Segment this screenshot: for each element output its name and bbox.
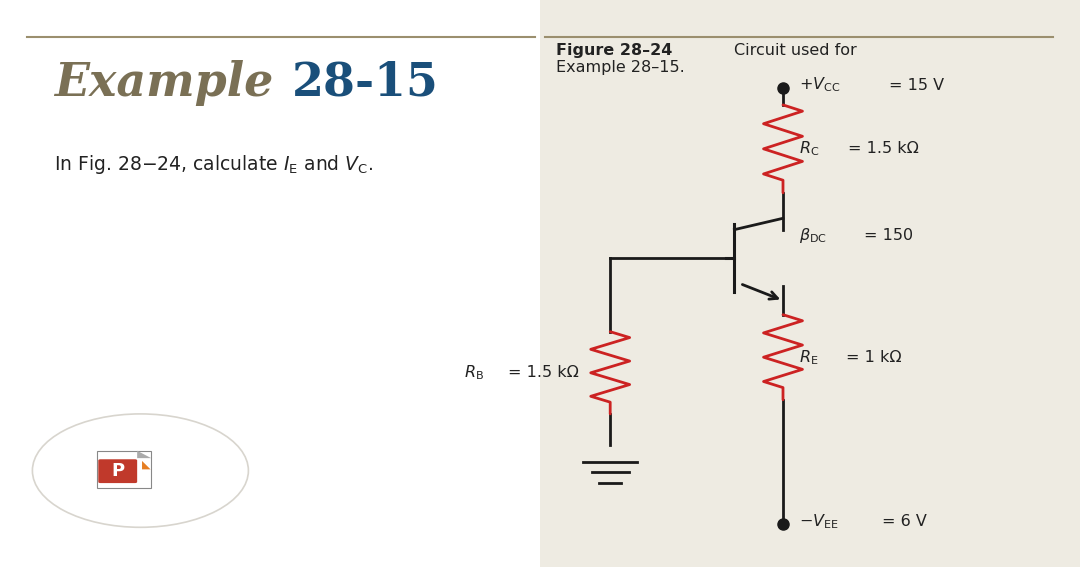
Text: $\beta_{\rm DC}$: $\beta_{\rm DC}$: [799, 226, 827, 245]
Text: $R_{\rm C}$: $R_{\rm C}$: [799, 139, 820, 158]
Text: = 1.5 kΩ: = 1.5 kΩ: [508, 365, 579, 380]
Text: P: P: [111, 462, 124, 480]
Text: = 6 V: = 6 V: [882, 514, 928, 529]
Text: $-V_{\rm EE}$: $-V_{\rm EE}$: [799, 513, 839, 531]
Polygon shape: [137, 451, 151, 458]
Text: Figure 28–24: Figure 28–24: [556, 43, 673, 57]
Circle shape: [32, 414, 248, 527]
Text: $R_{\rm B}$: $R_{\rm B}$: [464, 363, 485, 382]
FancyBboxPatch shape: [98, 459, 137, 483]
Text: = 15 V: = 15 V: [889, 78, 944, 92]
Text: $+V_{\rm CC}$: $+V_{\rm CC}$: [799, 76, 840, 94]
Text: $R_{\rm E}$: $R_{\rm E}$: [799, 348, 819, 366]
Text: = 1.5 kΩ: = 1.5 kΩ: [848, 141, 919, 156]
Text: Example 28–15.: Example 28–15.: [556, 60, 685, 74]
Text: Circuit used for: Circuit used for: [734, 43, 858, 57]
FancyBboxPatch shape: [97, 451, 151, 488]
Text: 28-15: 28-15: [292, 60, 438, 105]
Text: = 150: = 150: [864, 228, 913, 243]
FancyBboxPatch shape: [0, 0, 540, 567]
Text: In Fig. 28$-$24, calculate $I_{\rm E}$ and $V_{\rm C}$.: In Fig. 28$-$24, calculate $I_{\rm E}$ a…: [54, 153, 374, 176]
Text: Example: Example: [54, 60, 273, 105]
Text: ◣: ◣: [141, 460, 150, 470]
Text: = 1 kΩ: = 1 kΩ: [846, 350, 902, 365]
FancyBboxPatch shape: [540, 0, 1080, 567]
